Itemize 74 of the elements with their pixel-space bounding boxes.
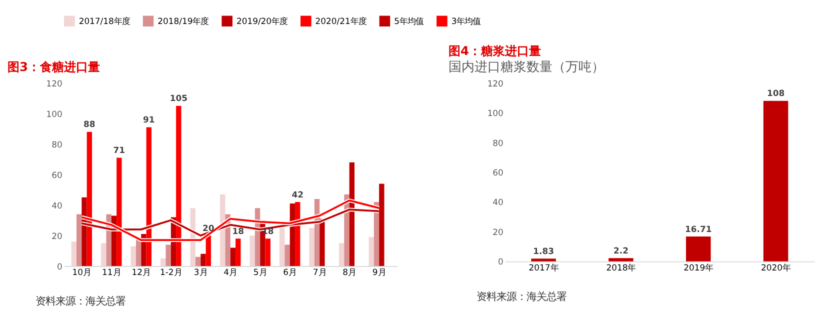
bar <box>71 242 76 266</box>
data-label: 16.71 <box>685 224 712 234</box>
legend-label: 2019/20年度 <box>236 16 288 26</box>
data-label: 71 <box>113 145 126 156</box>
data-label: 108 <box>766 88 785 98</box>
bar <box>200 254 206 266</box>
legend-label: 2017/18年度 <box>78 16 130 26</box>
legend-label: 2018/19年度 <box>158 16 209 26</box>
bar <box>531 258 556 262</box>
x-tick-label: 2019年 <box>684 262 714 272</box>
x-tick-label: 2020年 <box>761 262 791 272</box>
x-tick-label: 12月 <box>132 266 151 277</box>
x-tick-label: 8月 <box>342 266 356 277</box>
y-tick-label: 60 <box>492 167 504 178</box>
bar <box>280 228 285 266</box>
bar <box>309 228 314 266</box>
x-tick-label: 4月 <box>224 266 238 277</box>
text: 资料来源：海关总署 <box>36 296 126 308</box>
bar <box>166 244 171 266</box>
y-tick-label: 60 <box>52 170 62 180</box>
x-tick-label: 7月 <box>312 266 326 277</box>
bar <box>136 240 142 266</box>
y-tick-label: 20 <box>492 226 504 237</box>
x-tick-label: 6月 <box>283 266 297 277</box>
bar <box>763 100 788 262</box>
chart-subtitle: 国内进口糖浆数量（万吨） <box>448 60 605 75</box>
bar <box>265 238 270 266</box>
x-tick-label: 2017年 <box>528 262 558 272</box>
y-tick-label: 80 <box>52 139 62 150</box>
bar <box>76 214 82 266</box>
y-tick-label: 120 <box>487 78 504 88</box>
chart-title: 图3：食糖进口量 <box>8 60 100 74</box>
data-label: 1.83 <box>533 246 554 256</box>
y-tick-label: 100 <box>487 108 504 118</box>
x-tick-label: 3月 <box>194 266 208 277</box>
bar <box>160 258 166 266</box>
legend-label: 5年均值 <box>394 16 424 26</box>
data-label: 20 <box>202 222 214 233</box>
bar <box>686 236 711 262</box>
x-tick-label: 1-2月 <box>160 266 182 277</box>
y-tick-label: 120 <box>46 78 62 88</box>
y-tick-label: 0 <box>57 261 62 272</box>
bar <box>195 256 201 266</box>
chart-title: 图4：糖浆进口量 <box>448 44 542 58</box>
bar <box>284 244 290 266</box>
bar <box>608 258 634 262</box>
bar <box>338 243 344 266</box>
y-tick-label: 100 <box>46 108 62 119</box>
bar <box>230 248 236 266</box>
data-label: 18 <box>232 226 244 236</box>
data-label: 91 <box>143 114 155 125</box>
x-tick-label: 10月 <box>72 266 92 277</box>
data-label: 18 <box>262 226 274 236</box>
bar <box>101 243 106 266</box>
bar <box>130 246 136 266</box>
data-label: 42 <box>292 189 304 200</box>
y-tick-label: 0 <box>498 256 504 267</box>
data-label: 2.2 <box>613 245 629 256</box>
y-tick-label: 20 <box>52 230 62 241</box>
legend-label: 2020/21年度 <box>315 16 366 26</box>
x-tick-label: 11月 <box>102 266 121 277</box>
x-tick-label: 2018年 <box>606 262 636 272</box>
bar <box>236 238 241 266</box>
bar <box>250 236 255 266</box>
data-label: 105 <box>170 93 188 104</box>
x-tick-label: 5月 <box>253 266 267 277</box>
y-tick-label: 40 <box>52 200 62 210</box>
data-label: 88 <box>84 119 96 130</box>
y-tick-label: 80 <box>492 138 504 148</box>
bar <box>368 237 374 266</box>
text: 资料来源：海关总署 <box>476 290 567 303</box>
y-tick-label: 40 <box>492 197 504 208</box>
legend-label: 3年均值 <box>451 16 481 26</box>
x-tick-label: 9月 <box>372 266 386 277</box>
